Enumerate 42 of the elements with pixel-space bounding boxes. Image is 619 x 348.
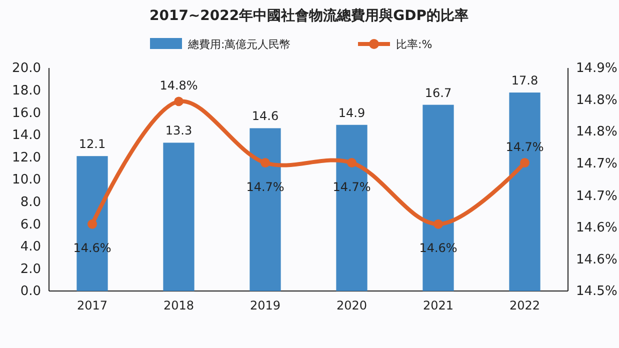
y-tick-label: 0.0 bbox=[20, 284, 41, 300]
chart-title: 2017~2022年中國社會物流總費用與GDP的比率 bbox=[149, 7, 469, 24]
data-label: 14.8% bbox=[160, 78, 198, 92]
bar bbox=[163, 142, 194, 291]
x-tick-label: 2019 bbox=[250, 298, 281, 313]
point bbox=[347, 158, 356, 168]
point bbox=[174, 96, 184, 106]
y2-tick-label: 14.8% bbox=[576, 92, 618, 108]
x-tick-label: 2021 bbox=[422, 298, 454, 313]
x-tick-label: 2017 bbox=[76, 298, 108, 313]
y2-tick-label: 14.7% bbox=[576, 188, 618, 204]
y2-tick-label: 14.9% bbox=[576, 61, 618, 76]
point bbox=[434, 219, 443, 229]
y2-tick-label: 14.7% bbox=[576, 156, 618, 172]
data-label: 14.9 bbox=[338, 106, 366, 120]
y2-tick-label: 14.5% bbox=[576, 284, 618, 300]
y-tick-label: 14.0 bbox=[12, 128, 41, 144]
y-tick-label: 10.0 bbox=[12, 172, 41, 188]
legend-label: 總費用:萬億元人民幣 bbox=[187, 38, 291, 51]
y2-tick-label: 14.6% bbox=[576, 252, 618, 268]
y-tick-label: 4.0 bbox=[20, 240, 41, 255]
y-tick-label: 6.0 bbox=[20, 217, 41, 232]
point bbox=[88, 219, 97, 229]
legend-label: 比率:% bbox=[396, 38, 432, 51]
data-label: 13.3 bbox=[165, 124, 192, 138]
data-label: 12.1 bbox=[78, 137, 106, 152]
y-tick-label: 8.0 bbox=[20, 194, 41, 210]
data-label: 17.8 bbox=[511, 74, 538, 88]
point bbox=[260, 158, 270, 168]
x-tick-label: 2022 bbox=[509, 298, 540, 313]
x-tick-label: 2020 bbox=[336, 298, 368, 313]
point bbox=[520, 158, 530, 168]
y-tick-label: 2.0 bbox=[20, 262, 41, 277]
y-tick-label: 20.0 bbox=[12, 61, 41, 76]
x-tick-label: 2018 bbox=[163, 298, 194, 313]
y-tick-label: 12.0 bbox=[12, 150, 41, 166]
y-tick-label: 18.0 bbox=[12, 83, 41, 98]
y-tick-label: 16.0 bbox=[12, 106, 41, 121]
y2-tick-label: 14.8% bbox=[576, 124, 618, 140]
y2-tick-label: 14.6% bbox=[576, 220, 618, 236]
data-label: 14.6 bbox=[252, 109, 279, 124]
data-label: 16.7 bbox=[424, 86, 452, 100]
